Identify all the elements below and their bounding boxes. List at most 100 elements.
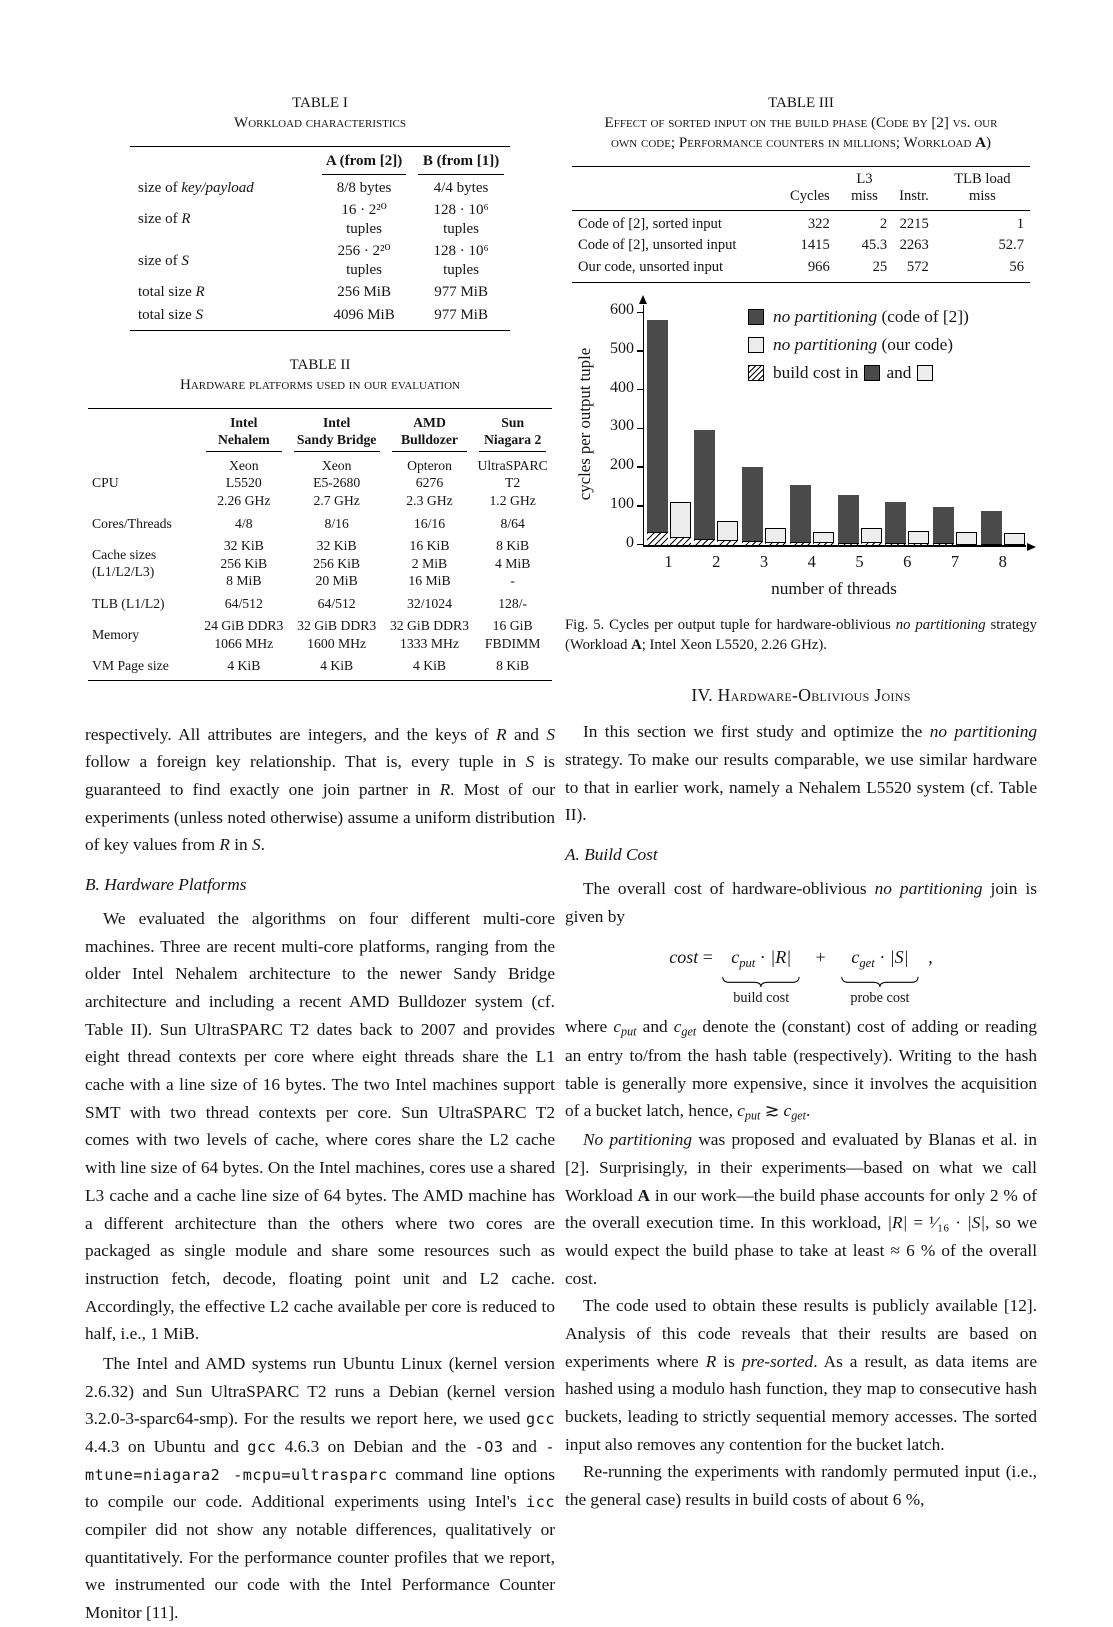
build-cost-overlay-our-code [908,543,930,545]
row-label: VM Page size [92,658,169,674]
table-cell: 4 KiB [320,658,354,674]
bar-code-of-2 [694,430,716,545]
table-cell: 32 KiB 256 KiB 8 MiB [220,538,268,589]
y-axis-tick [637,350,644,352]
figure5-plot-area: cycles per output tuple no partitioning … [575,294,1036,571]
equation-lhs: cost = [669,947,713,968]
y-axis-tick [637,311,644,314]
subsection-b-hardware-platforms: B. Hardware Platforms [85,875,247,895]
table-cell: 8/8 bytes [336,179,392,196]
table-cell: 52.7 [998,237,1024,254]
table-1-number: TABLE I [292,95,348,111]
build-cost-overlay-code-of-2 [646,532,668,545]
equation-build-term: cput · |R| build cost [719,944,804,1007]
legend-swatch-hatch [748,364,764,381]
table-3-caption: Effect of sorted input on the build phas… [604,115,998,151]
table-cell: 32 GiB DDR3 1600 MHz [297,618,377,651]
paragraph-section-intro: In this section we first study and optim… [565,722,1037,825]
probe-cost-label: probe cost [850,989,910,1006]
build-cost-overlay-code-of-2 [837,542,859,545]
table-cell: 32 GiB DDR3 1333 MHz [389,618,470,651]
table-cell: 64/512 [224,595,263,611]
paragraph-hardware-platforms: We evaluated the algorithms on four diff… [85,909,555,1344]
row-label: Cores/Threads [92,515,172,531]
y-axis-tick [637,466,644,468]
column-header: Intel Sandy Bridge [288,408,386,452]
left-column: TABLE I Workload characteristics A (from… [85,0,555,1627]
section-iv-heading: IV. Hardware-Oblivious Joins [691,685,911,706]
table-2-hardware-platforms: TABLE II Hardware platforms used in our … [85,357,555,681]
column-header: B (from [1]) [412,146,510,175]
bar-code-of-2 [789,484,811,545]
x-axis-label: number of threads [771,578,897,598]
table-cell: 16 · 2²⁰ tuples [341,201,387,237]
figure5-chart: cycles per output tuple no partitioning … [565,294,1037,599]
paragraph-code-presorted: The code used to obtain these results is… [565,1296,1037,1454]
row-label: Code of [2], sorted input [578,215,722,232]
build-cost-overlay-code-of-2 [742,540,763,545]
table-row: Cache sizes (L1/L2/L3) 32 KiB 256 KiB 8 M… [88,535,552,593]
table-row: VM Page size 4 KiB 4 KiB 4 KiB 8 KiB [88,655,552,681]
legend-item: build cost in and [748,363,969,383]
table-cell: 64/512 [317,595,356,611]
table-row: size of S 256 · 2²⁰ tuples 128 · 10⁶ tuple… [130,241,510,282]
bar-code-of-2 [933,507,954,545]
table-cell: 128 · 10⁶ tuples [433,243,489,279]
table-cell: 128 · 10⁶ tuples [433,201,489,237]
table-row: Cores/Threads 4/8 8/16 16/16 8/64 [88,512,552,535]
column-header: Instr. [893,166,935,211]
table-1-workload-characteristics: TABLE I Workload characteristics A (from… [85,0,555,331]
equation-plus: + [815,947,826,968]
build-cost-overlay-our-code [765,542,786,545]
x-axis-tick-label: 1 [664,551,673,571]
column-header: AMD Bulldozer [386,408,474,452]
table-row: size of R 16 · 2²⁰ tuples 128 · 10⁶ tuples [130,199,510,240]
paragraph-rerunning: Re-running the experiments with randomly… [565,1462,1037,1510]
y-axis-tick-label: 400 [610,378,634,396]
build-cost-overlay-code-of-2 [885,543,907,545]
row-label: Our code, unsorted input [578,258,724,275]
column-header: Cycles [784,166,836,211]
underbrace [722,976,800,987]
build-cost-overlay-our-code [956,543,977,545]
table-cell: 25 [872,258,888,275]
x-axis-tick-label: 6 [903,551,912,571]
legend-item: no partitioning (our code) [748,335,969,355]
table-cell: 322 [807,215,830,232]
paper-page: { "tables": { "t1": { "number": "TABLE I… [85,95,1038,1622]
data-table: Intel Nehalem Intel Sandy Bridge AMD Bulld… [88,407,552,681]
table-row: Code of [2], sorted input 322 2 2215 1 [572,210,1030,235]
table-header-row: Cycles L3 miss Instr. TLB load miss [572,166,1030,211]
y-axis-tick-label: 100 [610,494,634,512]
table-row: size of key/payload 8/8 bytes 4/4 bytes [130,175,510,200]
table-cell: 2 [879,215,888,232]
data-table: Cycles L3 miss Instr. TLB load miss Code of … [572,165,1030,283]
legend-swatch-dark [864,364,881,381]
table-2-caption: Hardware platforms used in our evaluatio… [180,376,460,393]
table-cell: 572 [906,258,929,275]
bar-code-of-2 [837,495,859,545]
table-cell: 2215 [899,215,929,232]
table-cell: 977 MiB [434,284,488,301]
table-1-caption: Workload characteristics [234,115,406,131]
table-header-row: A (from [2]) B (from [1]) [130,146,510,175]
table-row: total size S 4096 MiB 977 MiB [130,304,510,330]
table-cell: 16 GiB FBDIMM [484,618,541,651]
paragraph-overall-cost: The overall cost of hardware-oblivious n… [565,878,1037,926]
build-cost-overlay-code-of-2 [789,541,811,545]
column-header: L3 miss [835,166,894,211]
column-header: A (from [2]) [316,146,412,175]
table-row: CPU Xeon L5520 2.26 GHz Xeon E5-2680 2.7 G… [88,452,552,512]
build-cost-overlay-code-of-2 [980,543,1002,545]
table-cell: 16/16 [413,515,446,531]
row-label: TLB (L1/L2) [92,595,165,611]
paragraph-cput-cget: where cput and cget denote the (constant… [565,1016,1037,1123]
table-cell: Opteron 6276 2.3 GHz [406,457,453,508]
table-row: Code of [2], unsorted input 1415 45.3 2263 5… [572,235,1030,257]
row-label: size of key/payload [138,179,254,196]
table-cell: Xeon E5-2680 2.7 GHz [313,457,361,508]
table-cell: 256 MiB [337,284,391,301]
column-header: TLB load miss [934,166,1030,211]
build-cost-overlay-our-code [717,540,739,545]
build-cost-label: build cost [733,989,790,1006]
